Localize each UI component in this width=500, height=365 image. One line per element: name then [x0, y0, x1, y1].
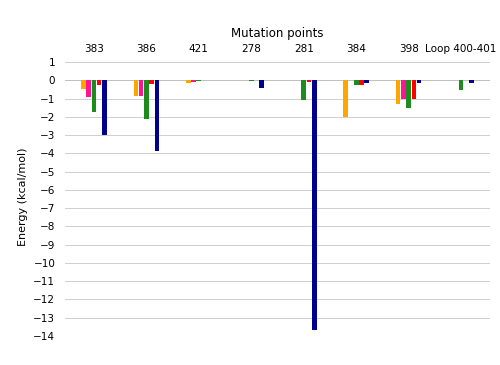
Bar [412, 80, 416, 99]
X-axis label: Mutation points: Mutation points [231, 27, 324, 39]
Bar [134, 80, 138, 96]
Bar [81, 80, 86, 88]
Bar [144, 80, 148, 119]
Bar [364, 80, 369, 83]
Y-axis label: Energy (kcal/mol): Energy (kcal/mol) [18, 148, 28, 246]
Bar [191, 80, 196, 82]
Bar [417, 80, 422, 83]
Bar [92, 80, 96, 112]
Bar [186, 80, 190, 83]
Bar [249, 80, 254, 81]
Bar [396, 80, 400, 104]
Bar [312, 80, 316, 330]
Bar [406, 80, 411, 108]
Bar [359, 80, 364, 85]
Bar [302, 80, 306, 100]
Bar [260, 80, 264, 88]
Bar [354, 80, 358, 85]
Bar [102, 80, 106, 135]
Bar [306, 80, 312, 82]
Bar [470, 80, 474, 83]
Bar [86, 80, 91, 97]
Bar [344, 80, 348, 117]
Bar [139, 80, 143, 96]
Bar [150, 80, 154, 84]
Bar [401, 80, 406, 100]
Bar [154, 80, 159, 150]
Bar [459, 80, 464, 91]
Bar [196, 80, 201, 81]
Bar [97, 80, 102, 85]
